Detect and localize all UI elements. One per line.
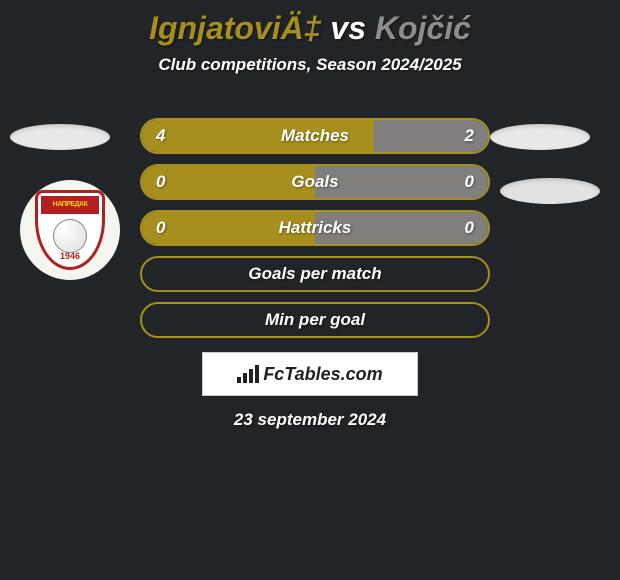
title-vs: vs [330,10,366,46]
stat-row: Goals per match [140,256,490,292]
soccer-ball-icon [53,219,87,253]
stat-label: Min per goal [265,310,365,330]
club-crest: НАПРЕДАК 1946 [35,190,105,270]
title-right: Kojčić [375,10,471,46]
stat-value-left: 0 [156,172,165,192]
stat-label: Goals [291,172,338,192]
stat-value-left: 4 [156,126,165,146]
stat-value-right: 2 [465,126,474,146]
date-label: 23 september 2024 [0,410,620,430]
club-logo: НАПРЕДАК 1946 [20,180,120,280]
stat-row: 4 Matches 2 [140,118,490,154]
subtitle: Club competitions, Season 2024/2025 [0,55,620,75]
crest-year: 1946 [38,251,102,261]
stat-value-left: 0 [156,218,165,238]
stats-container: 4 Matches 2 0 Goals 0 0 Hattricks 0 Goals per mat… [140,118,490,348]
player-badge-right-2 [500,178,600,204]
stat-row: 0 Hattricks 0 [140,210,490,246]
stat-label: Goals per match [248,264,381,284]
stat-row: 0 Goals 0 [140,164,490,200]
stat-fill-left [142,166,315,198]
stat-fill-right [315,166,488,198]
bar-chart-icon [237,365,259,383]
stat-value-right: 0 [465,218,474,238]
fctables-label: FcTables.com [263,364,382,385]
player-badge-left [10,124,110,150]
title-left: IgnjatoviÄ‡ [149,10,321,46]
stat-label: Hattricks [279,218,352,238]
stat-value-right: 0 [465,172,474,192]
stat-row: Min per goal [140,302,490,338]
player-badge-right-1 [490,124,590,150]
page-title: IgnjatoviÄ‡ vs Kojčić [0,0,620,47]
crest-banner: НАПРЕДАК [41,196,99,214]
stat-label: Matches [281,126,349,146]
fctables-badge[interactable]: FcTables.com [202,352,418,396]
